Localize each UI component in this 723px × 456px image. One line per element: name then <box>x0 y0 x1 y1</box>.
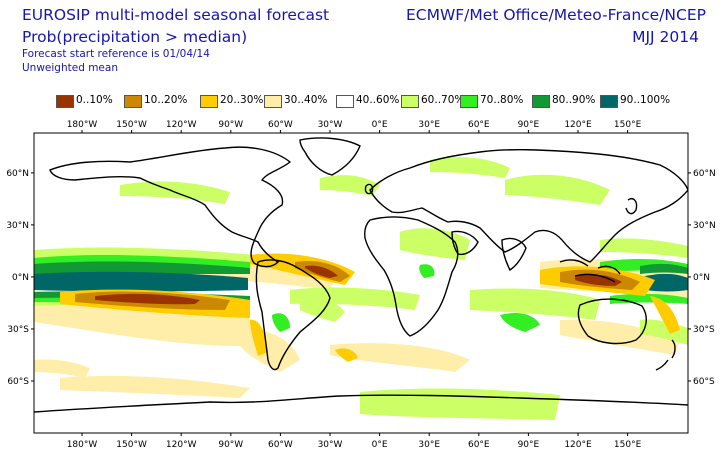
legend-label: 10..20% <box>144 94 188 106</box>
legend-label: 20..30% <box>220 94 264 106</box>
lon-tick-label-bottom: 90°E <box>518 440 540 450</box>
map-subtitle: Prob(precipitation > median) <box>22 28 248 46</box>
lon-tick-label-top: 30°W <box>318 120 343 130</box>
lat-tick-label-left: 0°N <box>12 273 29 283</box>
lon-tick-label-top: 30°E <box>418 120 440 130</box>
axis-ticks: 180°W 180°W 150°W 150°W 120°W 120°W 90°W 90°W 60… <box>6 120 715 450</box>
lon-tick-label-bottom: 90°W <box>218 440 243 450</box>
lon-tick-label-top: 60°E <box>468 120 490 130</box>
legend-label: 60..70% <box>421 94 465 106</box>
legend-label: 90..100% <box>620 94 671 106</box>
legend-swatch <box>532 95 550 108</box>
lat-tick-label-left: 60°S <box>7 377 29 387</box>
lon-tick-label-bottom: 150°W <box>116 440 147 450</box>
lon-tick-label-top: 180°W <box>67 120 98 130</box>
lon-tick-label-top: 120°W <box>166 120 197 130</box>
lat-tick-label-right: 0°N <box>693 273 710 283</box>
producing-centres: ECMWF/Met Office/Meteo-France/NCEP <box>405 6 706 24</box>
lon-tick-label-top: 90°E <box>518 120 540 130</box>
probability-shading <box>34 157 688 420</box>
lon-tick-label-bottom: 60°W <box>268 440 293 450</box>
lon-tick-label-bottom: 120°W <box>166 440 197 450</box>
lat-tick-label-left: 60°N <box>6 169 29 179</box>
coastlines <box>34 137 688 413</box>
legend-swatch <box>600 95 618 108</box>
lat-tick-label-left: 30°S <box>7 325 29 335</box>
legend-label: 80..90% <box>552 94 596 106</box>
lon-tick-label-bottom: 150°E <box>614 440 642 450</box>
legend-label: 0..10% <box>76 94 113 106</box>
forecast-start-reference: Forecast start reference is 01/04/14 <box>22 48 210 60</box>
legend-label: 70..80% <box>480 94 524 106</box>
weighting-note: Unweighted mean <box>22 62 118 74</box>
map-title: EUROSIP multi-model seasonal forecast <box>22 6 330 24</box>
lat-tick-label-left: 30°N <box>6 221 29 231</box>
lon-tick-label-bottom: 30°W <box>318 440 343 450</box>
legend-swatch <box>460 95 478 108</box>
legend-swatch <box>401 95 419 108</box>
lon-tick-label-bottom: 30°E <box>418 440 440 450</box>
lon-tick-label-top: 90°W <box>218 120 243 130</box>
legend-label: 40..60% <box>356 94 400 106</box>
legend-swatch <box>124 95 142 108</box>
lon-tick-label-bottom: 180°W <box>67 440 98 450</box>
lat-tick-label-right: 60°N <box>693 169 716 179</box>
legend-swatch <box>264 95 282 108</box>
legend-label: 30..40% <box>284 94 328 106</box>
lon-tick-label-bottom: 60°E <box>468 440 490 450</box>
lon-tick-label-bottom: 120°E <box>564 440 592 450</box>
lon-tick-label-top: 150°E <box>614 120 642 130</box>
lon-tick-label-bottom: 0°E <box>372 440 388 450</box>
lat-tick-label-right: 30°N <box>693 221 716 231</box>
legend-swatch <box>56 95 74 108</box>
lon-tick-label-top: 0°E <box>372 120 388 130</box>
forecast-season: MJJ 2014 <box>632 28 699 46</box>
lat-tick-label-right: 60°S <box>693 377 715 387</box>
legend-swatch <box>200 95 218 108</box>
map-frame <box>33 132 689 434</box>
lon-tick-label-top: 150°W <box>116 120 147 130</box>
legend-swatch <box>336 95 354 108</box>
lon-tick-label-top: 120°E <box>564 120 592 130</box>
lon-tick-label-top: 60°W <box>268 120 293 130</box>
lat-tick-label-right: 30°S <box>693 325 715 335</box>
